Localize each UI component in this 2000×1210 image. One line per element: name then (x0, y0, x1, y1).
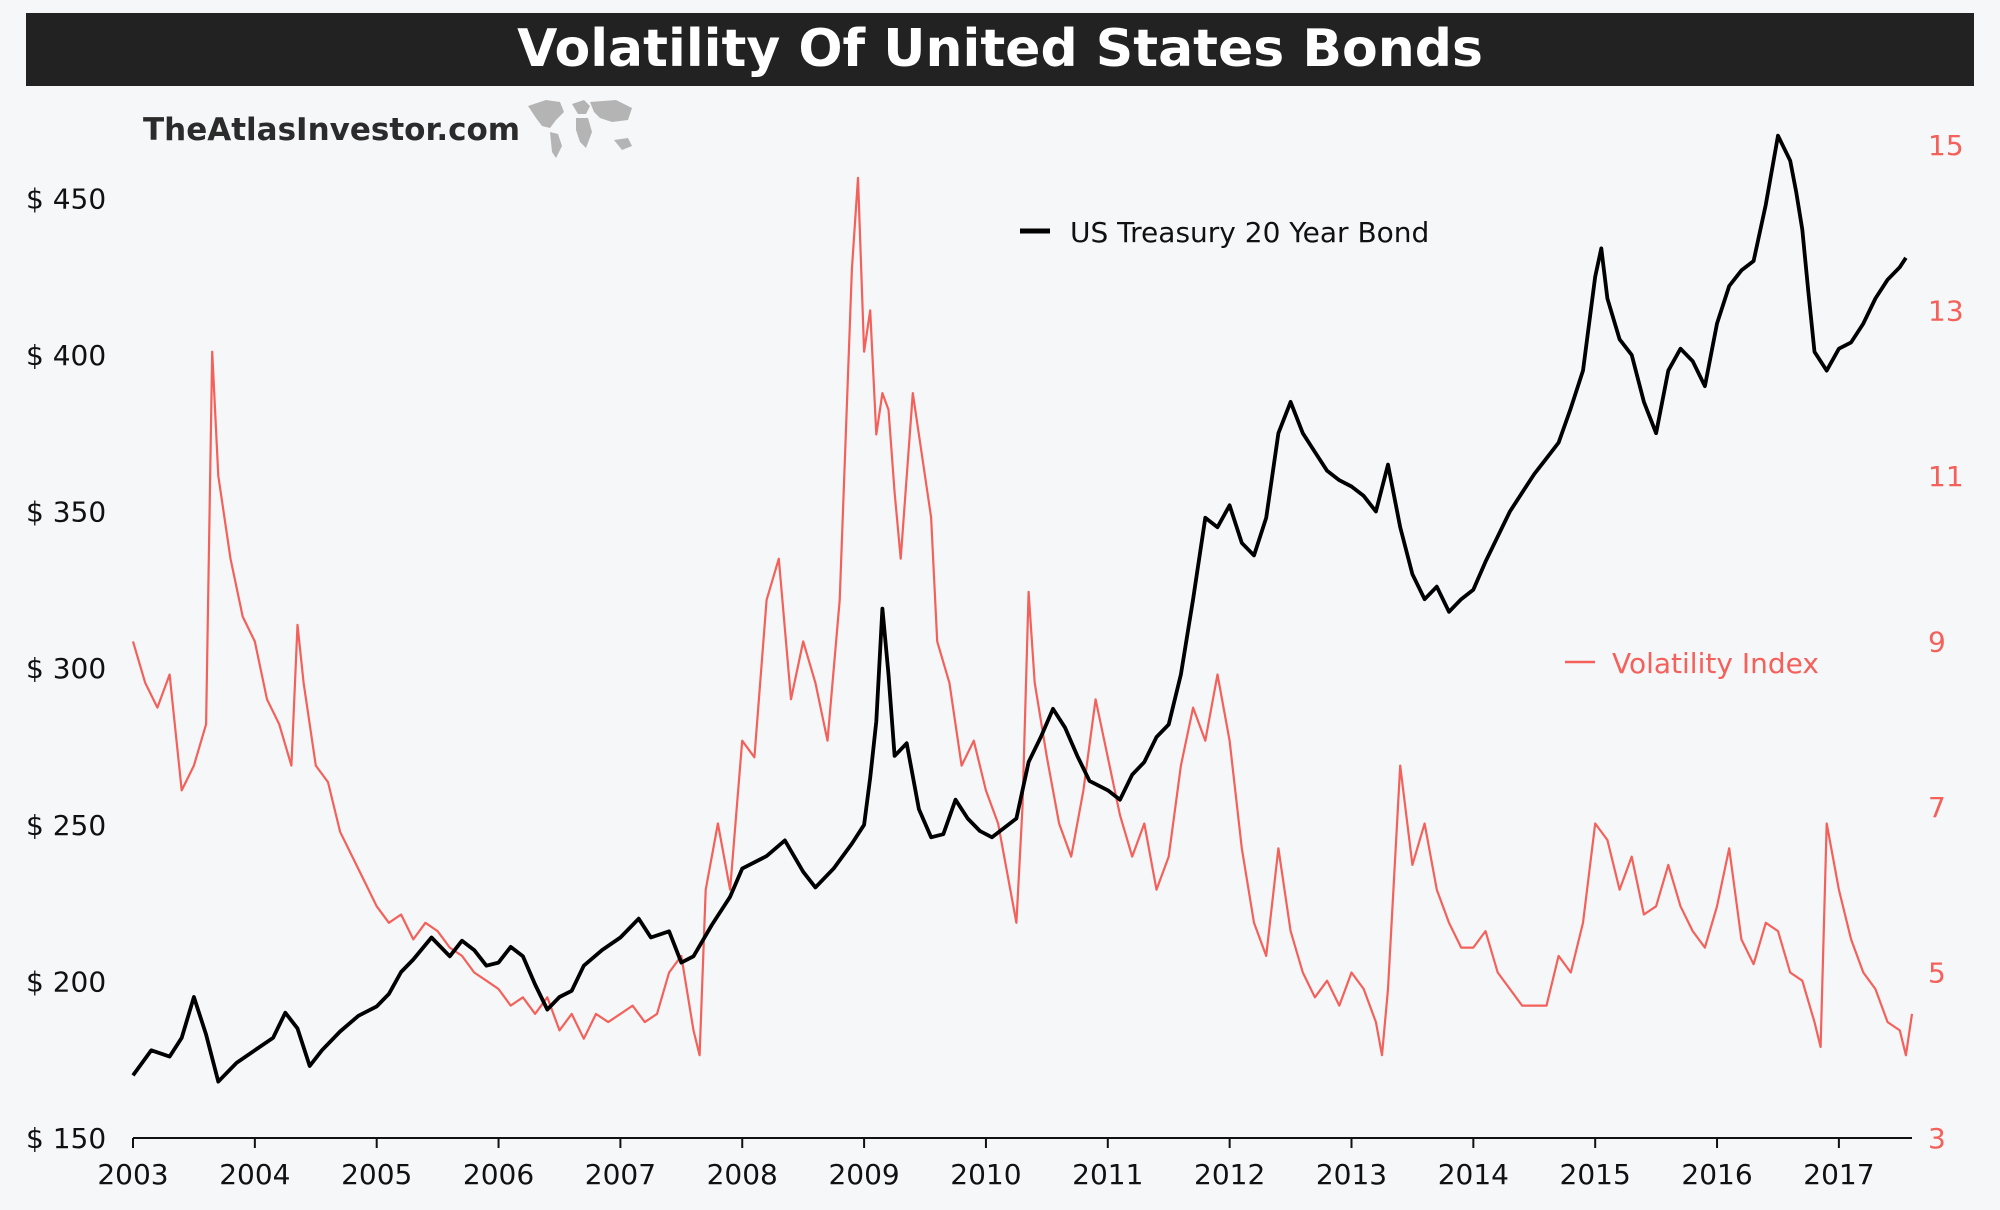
right-y-tick-label: 5 (1928, 956, 1946, 989)
left-y-tick-label: $ 400 (26, 339, 106, 372)
x-tick-label: 2004 (219, 1158, 290, 1191)
right-y-tick-label: 15 (1928, 129, 1964, 162)
right-y-axis-ticks: 3 5 7 9 11 13 15 (1928, 129, 1964, 1155)
right-y-tick-label: 7 (1928, 791, 1946, 824)
x-tick-label: 2003 (97, 1158, 168, 1191)
legend-volatility: Volatility Index (1565, 647, 1819, 680)
treasury-bond-line (131, 133, 1908, 1084)
x-tick-label: 2006 (463, 1158, 534, 1191)
legend-bond: US Treasury 20 Year Bond (1020, 216, 1429, 249)
volatility-index-series (131, 176, 1914, 1057)
x-tick-label: 2013 (1316, 1158, 1387, 1191)
x-tick-label: 2005 (341, 1158, 412, 1191)
brand-watermark-text: TheAtlasInvestor.com (143, 112, 521, 148)
x-tick-label: 2009 (828, 1158, 899, 1191)
x-tick-label: 2012 (1194, 1158, 1265, 1191)
chart-title: Volatility Of United States Bonds (26, 13, 1974, 86)
right-y-tick-label: 9 (1928, 625, 1946, 658)
x-tick-label: 2015 (1560, 1158, 1631, 1191)
volatility-index-line (131, 176, 1914, 1057)
legend-volatility-label: Volatility Index (1612, 647, 1819, 680)
x-tick-label: 2016 (1681, 1158, 1752, 1191)
x-tick-label: 2010 (950, 1158, 1021, 1191)
x-tick-label: 2014 (1438, 1158, 1509, 1191)
left-y-tick-label: $ 450 (26, 182, 106, 215)
world-map-icon (528, 100, 632, 158)
x-tick-label: 2007 (585, 1158, 656, 1191)
x-axis-ticks: 2003 2004 2005 2006 2007 2008 2009 2010 2011 2012… (97, 1138, 1875, 1191)
right-y-tick-label: 11 (1928, 460, 1964, 493)
left-y-tick-label: $ 300 (26, 652, 106, 685)
legend-bond-label: US Treasury 20 Year Bond (1070, 216, 1429, 249)
x-tick-label: 2017 (1803, 1158, 1874, 1191)
right-y-tick-label: 13 (1928, 294, 1964, 327)
treasury-bond-series (131, 133, 1908, 1084)
right-y-tick-label: 3 (1928, 1122, 1946, 1155)
left-y-tick-label: $ 350 (26, 496, 106, 529)
left-y-tick-label: $ 150 (26, 1122, 106, 1155)
left-y-axis-ticks: $ 150 $ 200 $ 250 $ 300 $ 350 $ 400 $ 450 (26, 182, 106, 1155)
left-y-tick-label: $ 200 (26, 965, 106, 998)
x-tick-label: 2008 (707, 1158, 778, 1191)
left-y-tick-label: $ 250 (26, 809, 106, 842)
x-tick-label: 2011 (1072, 1158, 1143, 1191)
